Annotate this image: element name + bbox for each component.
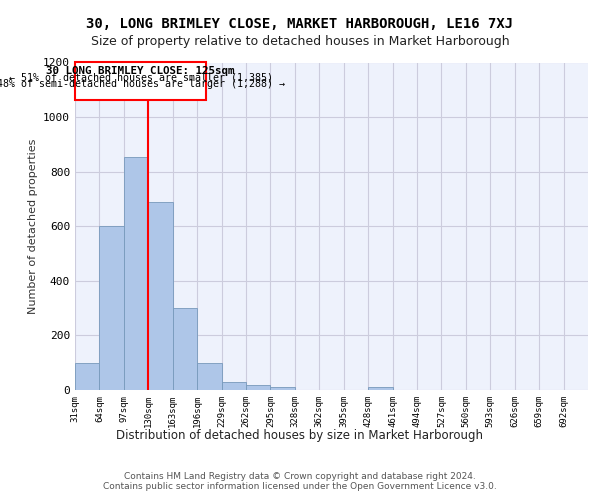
Bar [221,382,246,390]
Text: 30 LONG BRIMLEY CLOSE: 125sqm: 30 LONG BRIMLEY CLOSE: 125sqm [46,66,235,76]
Text: Size of property relative to detached houses in Market Harborough: Size of property relative to detached ho… [91,35,509,48]
Bar [148,202,173,390]
Bar [75,362,100,390]
Bar [246,384,271,390]
Text: Contains public sector information licensed under the Open Government Licence v3: Contains public sector information licen… [103,482,497,491]
Y-axis label: Number of detached properties: Number of detached properties [28,138,38,314]
Text: Contains HM Land Registry data © Crown copyright and database right 2024.: Contains HM Land Registry data © Crown c… [124,472,476,481]
Text: 48% of semi-detached houses are larger (1,288) →: 48% of semi-detached houses are larger (… [0,80,284,90]
Text: ← 51% of detached houses are smaller (1,385): ← 51% of detached houses are smaller (1,… [8,72,272,83]
Bar [76,62,206,100]
Bar [271,388,295,390]
Bar [124,156,148,390]
Bar [173,308,197,390]
Bar [100,226,124,390]
Text: 30, LONG BRIMLEY CLOSE, MARKET HARBOROUGH, LE16 7XJ: 30, LONG BRIMLEY CLOSE, MARKET HARBOROUG… [86,18,514,32]
Bar [197,362,221,390]
Text: Distribution of detached houses by size in Market Harborough: Distribution of detached houses by size … [116,430,484,442]
Bar [368,388,392,390]
